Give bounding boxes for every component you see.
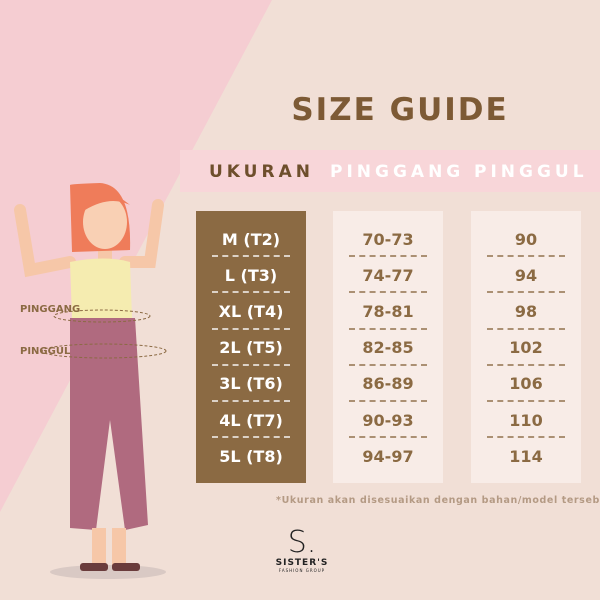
hip-cell: 114 [509, 446, 543, 466]
footnote: *Ukuran akan disesuaikan dengan bahan/mo… [276, 495, 600, 506]
hip-cell: 94 [471, 257, 581, 294]
logo-name: SISTER'S [275, 558, 329, 568]
waist-cell: 70-73 [333, 221, 443, 258]
hip-column: 90 94 98 102 106 110 114 [471, 211, 581, 483]
size-cell: 2L (T5) [196, 330, 306, 366]
waist-cell: 74-77 [333, 257, 443, 294]
size-cell: L (T3) [196, 257, 306, 294]
waist-column: 70-73 74-77 78-81 82-85 86-89 90-93 94-97 [333, 211, 443, 483]
header-hip: PINGGUL [474, 162, 588, 182]
brand-logo: S. SISTER'S FASHION GROUP [272, 525, 332, 574]
figure-label-hip: PINGGUL [20, 346, 71, 357]
size-cell: 5L (T8) [219, 446, 283, 466]
size-cell: M (T2) [196, 221, 306, 258]
waist-cell: 86-89 [333, 366, 443, 403]
logo-subtitle: FASHION GROUP [278, 568, 326, 573]
figure-label-waist: PINGGANG [20, 304, 81, 315]
hip-cell: 106 [471, 366, 581, 403]
size-cell: XL (T4) [196, 293, 306, 330]
header-waist: PINGGANG [330, 162, 465, 182]
woman-illustration [14, 183, 167, 579]
logo-mark: S. [287, 525, 317, 560]
hip-cell: 90 [471, 221, 581, 258]
waist-cell: 82-85 [333, 330, 443, 366]
waist-cell: 78-81 [333, 293, 443, 330]
size-column: M (T2) L (T3) XL (T4) 2L (T5) 3L (T6) 4L (T7)… [196, 211, 306, 483]
waist-cell: 90-93 [333, 402, 443, 439]
size-cell: 4L (T7) [196, 402, 306, 439]
hip-cell: 110 [471, 402, 581, 439]
header-size: UKURAN [209, 162, 314, 182]
hip-cell: 102 [471, 330, 581, 366]
header-band [180, 150, 600, 192]
waist-cell: 94-97 [362, 446, 414, 466]
hip-cell: 98 [471, 293, 581, 330]
size-cell: 3L (T6) [196, 366, 306, 403]
page-title: SIZE GUIDE [291, 92, 509, 128]
